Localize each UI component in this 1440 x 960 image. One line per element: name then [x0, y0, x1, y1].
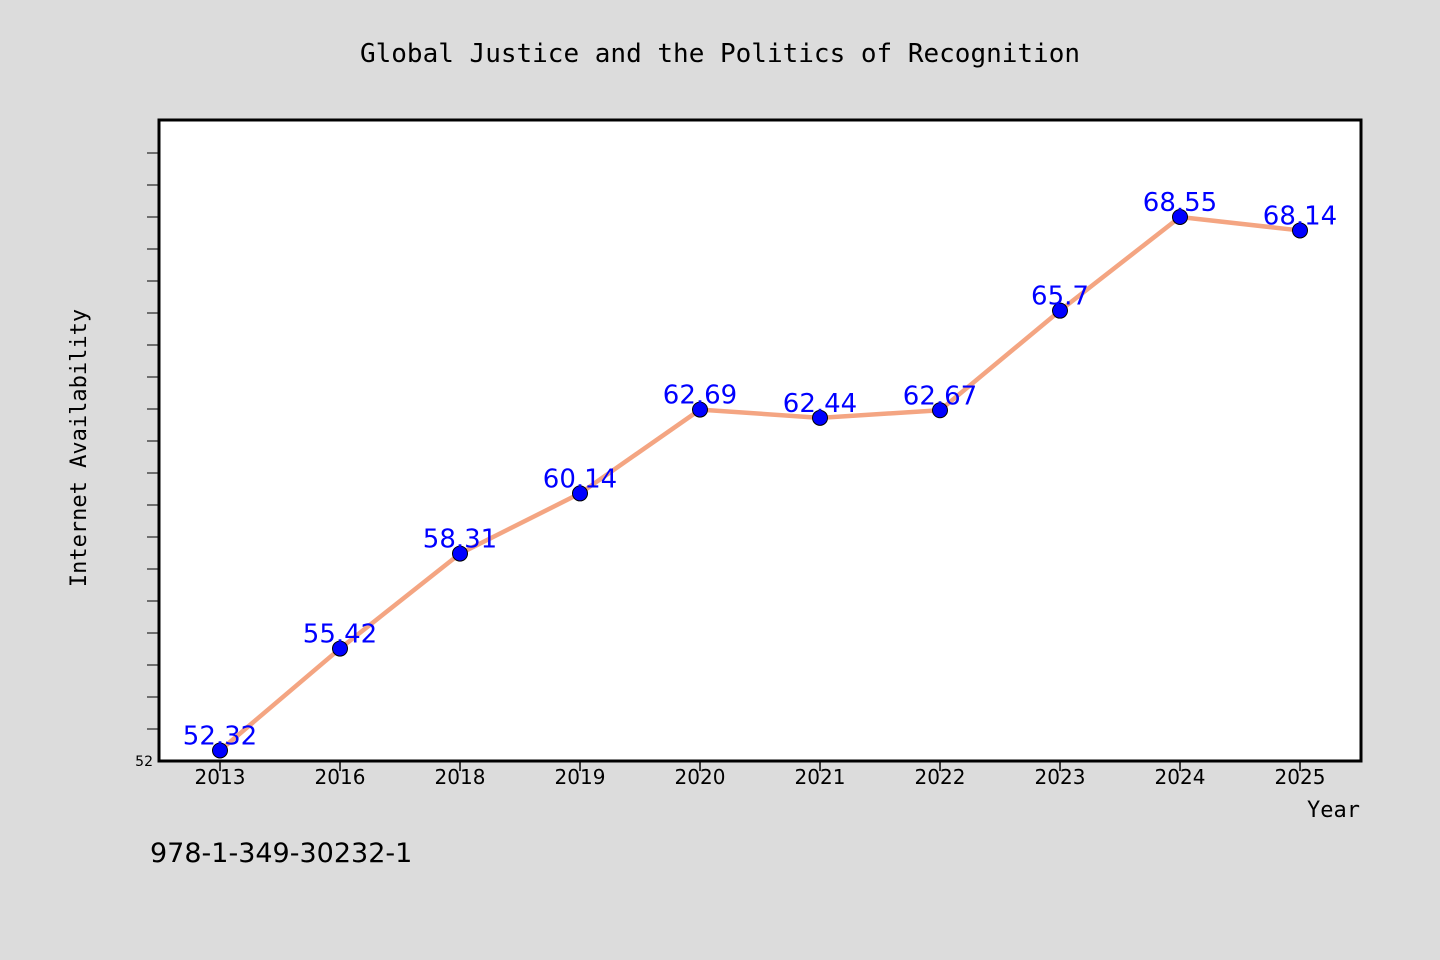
data-point — [1172, 208, 1188, 225]
x-tick-label: 2019 — [555, 765, 606, 789]
data-label: 68.55 — [1143, 188, 1217, 218]
data-point — [812, 409, 828, 426]
data-label: 62.69 — [663, 381, 737, 411]
data-point — [932, 402, 948, 419]
caption-text: 978-1-349-30232-1 — [150, 838, 412, 869]
data-label: 55.42 — [303, 620, 377, 650]
x-axis-title: Year — [1307, 798, 1360, 823]
series-line-group — [217, 214, 1303, 753]
series-line — [217, 214, 1303, 753]
x-tick-label: 2023 — [1035, 765, 1086, 789]
y-tick-label: 52 — [135, 754, 153, 770]
data-label: 62.44 — [783, 389, 857, 419]
x-axis: 2013 2016 2018 2019 2020 2021 2022 2023 2024 2025 — [195, 761, 1326, 789]
chart-title: Global Justice and the Politics of Recog… — [360, 39, 1080, 69]
data-labels: 52.32 55.42 58.31 60.14 62.69 62.44 62.67 65.7 6… — [183, 188, 1337, 752]
x-tick-label: 2013 — [195, 765, 246, 789]
data-label: 52.32 — [183, 721, 257, 751]
data-point — [692, 401, 708, 418]
plot-area — [157, 118, 1363, 763]
data-point — [1052, 302, 1068, 319]
x-tick-label: 2016 — [315, 765, 366, 789]
x-tick-label: 2021 — [795, 765, 846, 789]
data-label: 65.7 — [1031, 282, 1089, 312]
y-axis-title: Internet Availability — [67, 309, 92, 587]
data-point — [1292, 222, 1308, 239]
data-point — [212, 742, 228, 759]
data-label: 58.31 — [423, 525, 497, 555]
data-label: 60.14 — [543, 464, 617, 494]
x-tick-label: 2022 — [915, 765, 966, 789]
y-axis-ticks: 52 — [135, 152, 159, 770]
x-tick-label: 2020 — [675, 765, 726, 789]
data-point — [572, 485, 588, 502]
data-point — [452, 545, 468, 562]
data-label: 68.14 — [1263, 201, 1337, 231]
x-tick-label: 2025 — [1275, 765, 1326, 789]
data-point — [332, 640, 348, 657]
x-tick-label: 2018 — [435, 765, 486, 789]
x-tick-label: 2024 — [1155, 765, 1206, 789]
series-markers — [212, 208, 1308, 759]
data-label: 62.67 — [903, 381, 977, 411]
